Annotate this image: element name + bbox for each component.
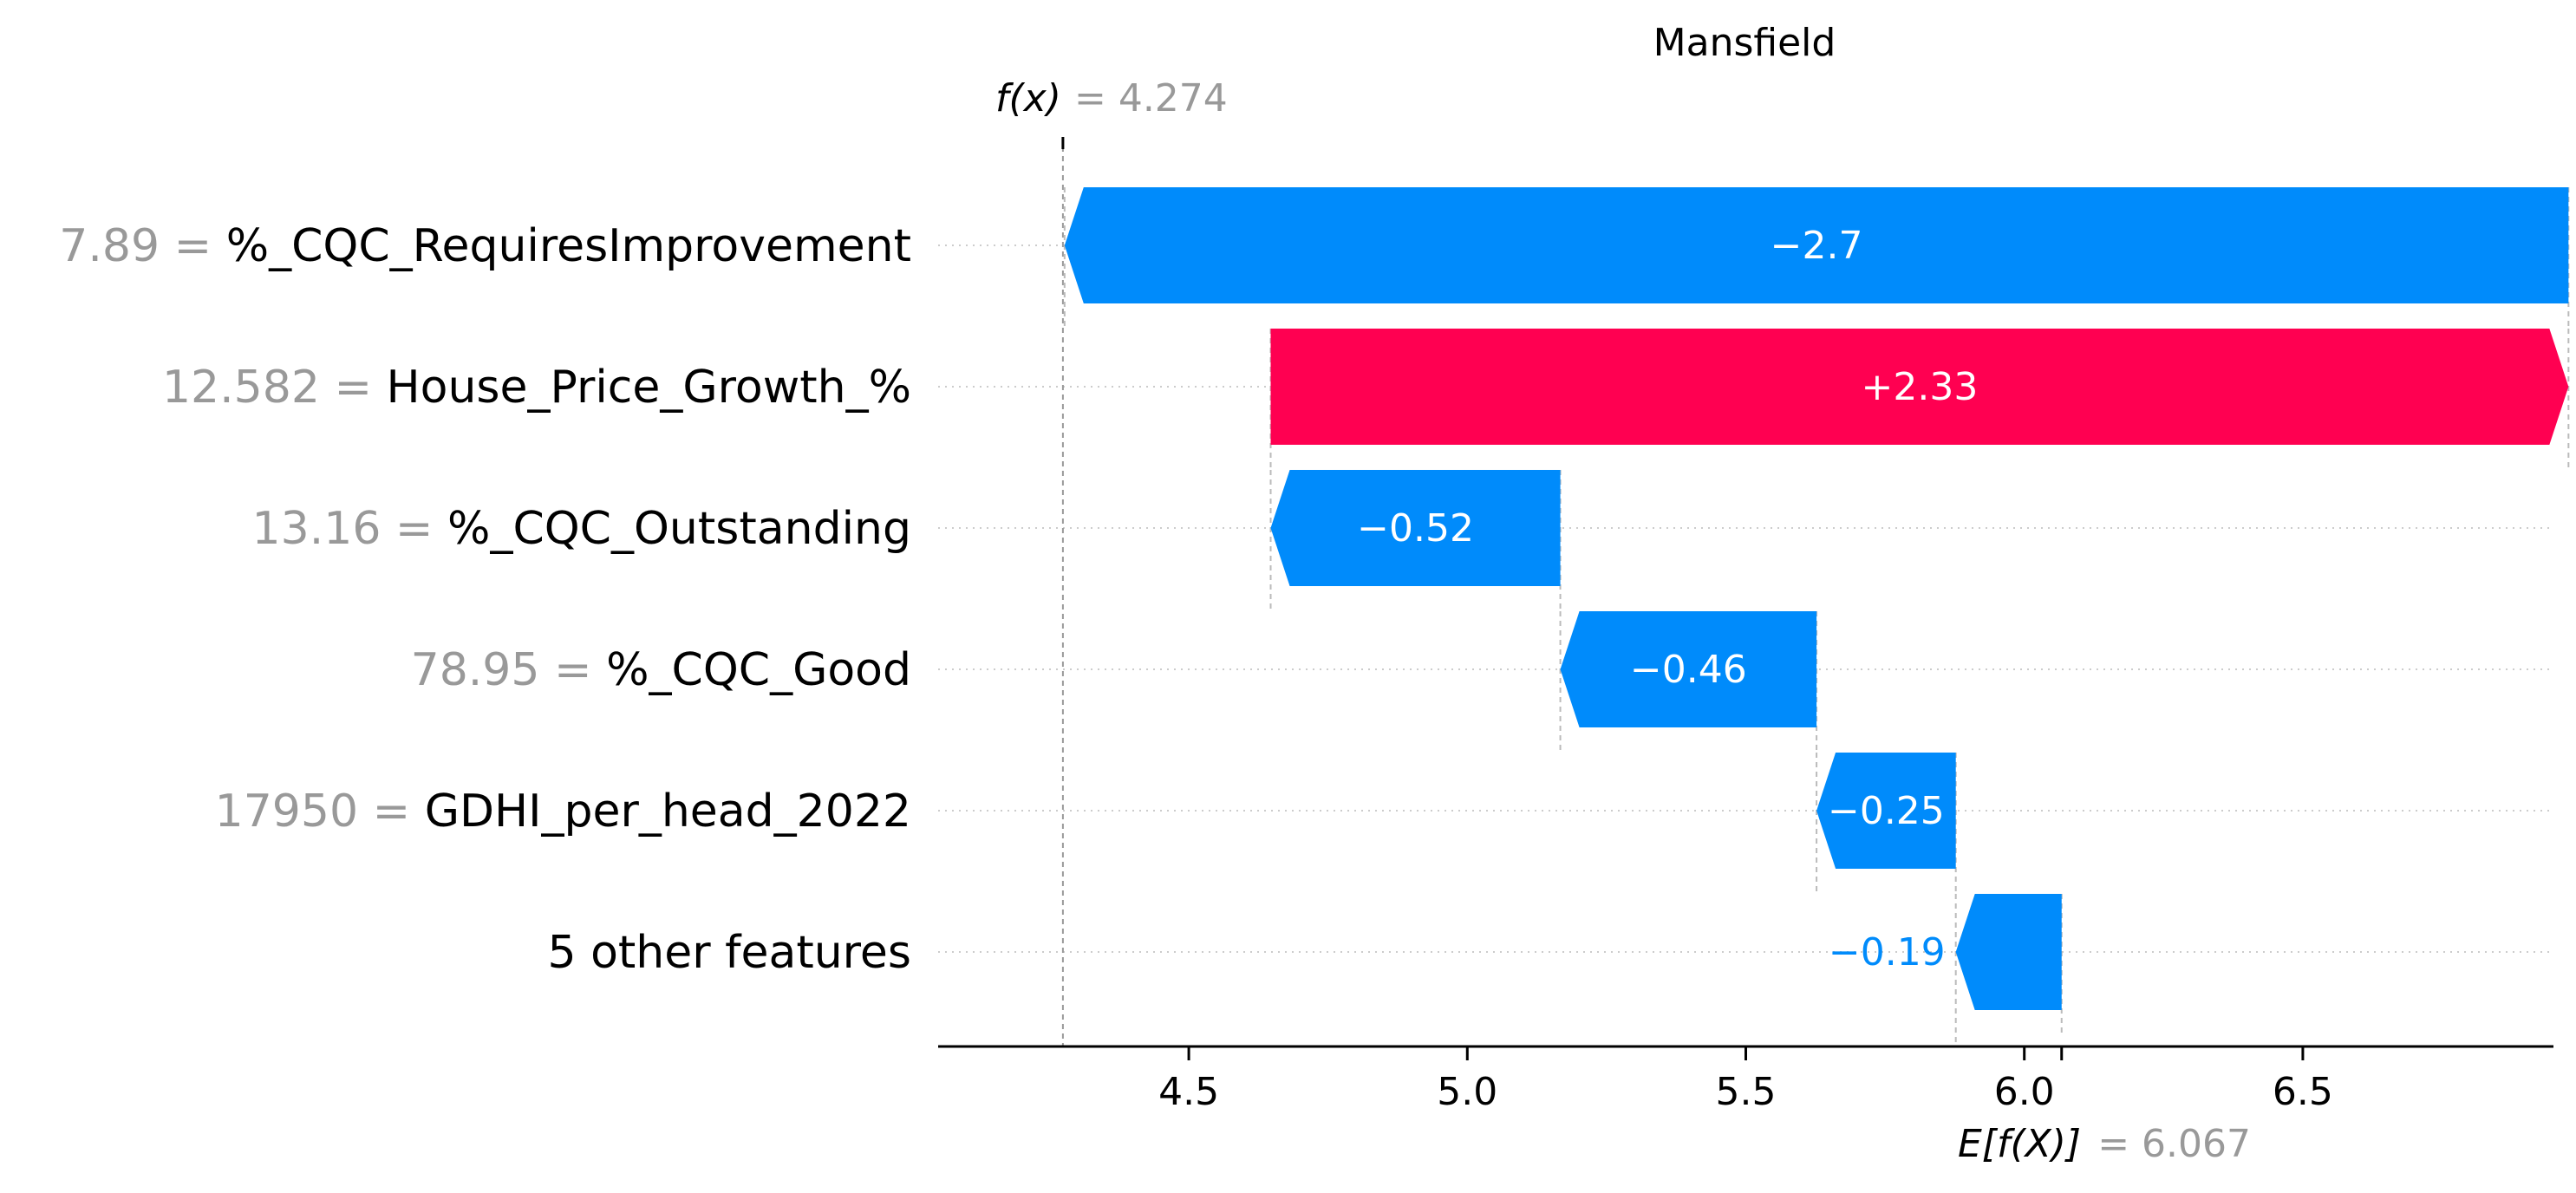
- bar-value-label: +2.33: [1862, 365, 1979, 409]
- feature-labels: 7.89 = %_CQC_RequiresImprovement 12.582 =…: [59, 220, 911, 979]
- feature-value: 13.16 =: [252, 503, 448, 555]
- feature-label: 7.89 = %_CQC_RequiresImprovement: [59, 220, 911, 272]
- bar-value-label: −0.46: [1630, 648, 1747, 692]
- x-tick-label: 6.5: [2273, 1070, 2333, 1114]
- bar-value-label: −0.19: [1829, 930, 1946, 975]
- feature-name: %_CQC_Good: [606, 644, 911, 696]
- chart-title: Mansfield: [1653, 21, 1836, 65]
- feature-name: House_Price_Growth_%: [387, 362, 911, 414]
- negative-bar: [1064, 187, 2569, 303]
- bars: −2.7 +2.33 −0.52 −0.46 −0.25 −0.19: [1064, 187, 2569, 1010]
- fx-value: = 4.274: [1074, 76, 1228, 121]
- feature-value: 78.95 =: [411, 644, 607, 696]
- x-tick-label: 5.5: [1716, 1070, 1777, 1114]
- bar-value-label: −0.25: [1828, 789, 1945, 833]
- feature-label: 78.95 = %_CQC_Good: [411, 644, 911, 696]
- fx-label: f(x): [995, 76, 1061, 121]
- feature-label: 17950 = GDHI_per_head_2022: [215, 786, 911, 838]
- feature-label: 13.16 = %_CQC_Outstanding: [252, 503, 911, 555]
- negative-bar: [1560, 611, 1817, 727]
- feature-name: GDHI_per_head_2022: [425, 786, 911, 838]
- feature-name: %_CQC_Outstanding: [447, 503, 911, 555]
- negative-bar: [1270, 470, 1561, 586]
- bar-value-label: −0.52: [1357, 506, 1474, 551]
- x-tick-label: 6.0: [1994, 1070, 2055, 1114]
- positive-bar: [1270, 329, 2569, 445]
- feature-label: 12.582 = House_Price_Growth_%: [162, 362, 911, 414]
- ex-label: E[f(X)]: [1958, 1122, 2081, 1166]
- x-axis-ticks: 4.5 5.0 5.5 6.0 6.5: [1158, 1046, 2333, 1114]
- feature-value: 7.89 =: [59, 220, 225, 272]
- feature-name: 5 other features: [547, 927, 911, 979]
- x-tick-label: 5.0: [1437, 1070, 1497, 1114]
- ex-annotation: E[f(X)] = 6.067: [1958, 1122, 2251, 1166]
- fx-annotation: f(x) = 4.274: [995, 76, 1228, 121]
- feature-name: %_CQC_RequiresImprovement: [226, 220, 911, 272]
- feature-value: 17950 =: [215, 786, 425, 838]
- ex-value: = 6.067: [2097, 1122, 2251, 1166]
- negative-bar: [1816, 753, 1956, 869]
- x-tick-label: 4.5: [1158, 1070, 1219, 1114]
- feature-value: 12.582 =: [162, 362, 387, 414]
- negative-bar: [1955, 894, 2062, 1010]
- feature-label: 5 other features: [547, 927, 911, 979]
- bar-value-label: −2.7: [1771, 224, 1863, 268]
